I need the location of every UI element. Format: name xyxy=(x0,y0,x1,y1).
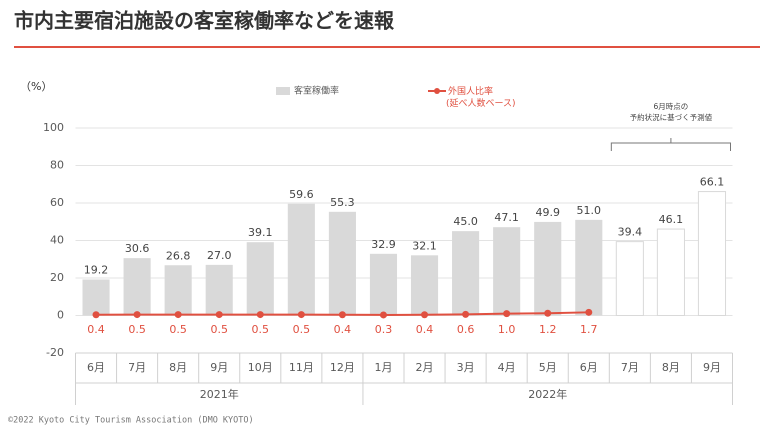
x-tick-label: 5月 xyxy=(539,361,557,374)
bar xyxy=(534,221,562,316)
x-tick-label: 12月 xyxy=(330,361,355,374)
x-tick-label: 3月 xyxy=(457,361,475,374)
legend-label: 客室稼働率 xyxy=(294,85,339,97)
x-tick-label: 6月 xyxy=(580,361,598,374)
line-point xyxy=(544,309,552,317)
line-point xyxy=(503,310,511,318)
x-tick-label: 7月 xyxy=(128,361,146,374)
x-tick-label: 1月 xyxy=(374,361,392,374)
line-point xyxy=(215,311,223,319)
legend-swatch xyxy=(276,87,290,95)
y-tick-label: 60 xyxy=(50,196,64,209)
title-underline xyxy=(14,46,760,48)
bar-value-label: 19.2 xyxy=(84,264,109,277)
legend-item: 客室稼働率 xyxy=(276,85,339,97)
footer: ©2022 Kyoto City Tourism Association (DM… xyxy=(8,416,254,426)
line-value-label: 0.4 xyxy=(334,323,352,336)
line-value-label: 0.6 xyxy=(457,323,475,336)
line-value-label: 0.3 xyxy=(375,323,393,336)
bar xyxy=(164,265,192,316)
line-value-label: 1.2 xyxy=(539,323,557,336)
line-point xyxy=(174,311,182,319)
bar xyxy=(123,258,151,316)
x-tick-label: 2月 xyxy=(416,361,434,374)
y-tick-label: 0 xyxy=(57,309,64,322)
bar xyxy=(369,253,398,316)
bar xyxy=(246,242,274,316)
bar-value-label: 47.1 xyxy=(494,211,519,224)
bar-value-label: 51.0 xyxy=(577,204,602,217)
bar-value-label: 39.4 xyxy=(618,226,643,239)
line-point xyxy=(585,308,593,316)
x-tick-label: 7月 xyxy=(621,361,639,374)
line-value-label: 0.5 xyxy=(169,323,187,336)
line-value-label: 0.5 xyxy=(252,323,270,336)
y-tick-label: -20 xyxy=(46,346,64,359)
line-value-label: 0.4 xyxy=(87,323,105,336)
y-tick-label: 20 xyxy=(50,271,64,284)
x-tick-label: 10月 xyxy=(248,361,273,374)
annotation-text: 6月時点の xyxy=(654,102,689,111)
bar xyxy=(697,191,727,316)
y-tick-label: 100 xyxy=(43,121,64,134)
y-tick-label: 80 xyxy=(50,159,64,172)
y-tick-label: 40 xyxy=(50,234,64,247)
line-value-label: 0.5 xyxy=(128,323,146,336)
line-point xyxy=(256,311,264,319)
bar-value-label: 45.0 xyxy=(453,215,478,228)
x-tick-label: 8月 xyxy=(662,361,680,374)
x-tick-label: 8月 xyxy=(169,361,187,374)
bar xyxy=(410,255,439,316)
annotation-text: 予約状況に基づく予測値 xyxy=(630,112,713,122)
x-tick-label: 6月 xyxy=(87,361,105,374)
legend-item: 外国人比率(延べ人数ベース) xyxy=(428,85,516,109)
bar-value-label: 66.1 xyxy=(700,176,725,189)
bar-value-label: 46.1 xyxy=(659,213,684,226)
bar-value-label: 59.6 xyxy=(289,188,314,201)
bar-value-label: 30.6 xyxy=(125,242,150,255)
bar-value-label: 32.9 xyxy=(371,238,396,251)
chart-title: 市内主要宿泊施設の客室稼働率などを速報 xyxy=(14,9,395,33)
bar xyxy=(452,231,480,316)
line-value-label: 0.5 xyxy=(293,323,311,336)
bar-value-label: 55.3 xyxy=(330,196,355,209)
annotation-bracket xyxy=(610,138,731,151)
bar xyxy=(328,211,356,316)
line-value-label: 1.7 xyxy=(580,323,598,336)
line-value-label: 0.5 xyxy=(210,323,228,336)
group-label: 2021年 xyxy=(200,387,239,401)
bar-value-label: 32.1 xyxy=(412,239,437,252)
line-point xyxy=(421,311,429,319)
bar xyxy=(575,219,603,316)
bar-value-label: 26.8 xyxy=(166,249,191,262)
legend-dot xyxy=(434,88,440,94)
line-point xyxy=(379,311,387,319)
line-point xyxy=(462,310,470,318)
legend-label: 外国人比率(延べ人数ベース) xyxy=(446,85,516,109)
line-value-label: 0.4 xyxy=(416,323,434,336)
bar xyxy=(656,228,685,316)
bar xyxy=(493,227,521,316)
x-tick-label: 9月 xyxy=(210,361,228,374)
line-point xyxy=(92,311,100,319)
bar-value-label: 27.0 xyxy=(207,249,232,262)
group-label: 2022年 xyxy=(528,387,567,401)
bar xyxy=(205,264,233,316)
bar-value-label: 49.9 xyxy=(535,206,560,219)
bar-value-label: 39.1 xyxy=(248,226,273,239)
bar xyxy=(82,279,110,316)
x-tick-label: 11月 xyxy=(289,361,314,374)
line-point xyxy=(297,311,305,319)
y-axis-label: （%） xyxy=(20,80,52,93)
line-value-label: 1.0 xyxy=(498,323,516,336)
bar xyxy=(287,203,315,316)
x-tick-label: 4月 xyxy=(498,361,516,374)
line-point xyxy=(338,311,346,319)
x-tick-label: 9月 xyxy=(703,361,721,374)
bar xyxy=(615,241,644,316)
line-point xyxy=(133,311,141,319)
